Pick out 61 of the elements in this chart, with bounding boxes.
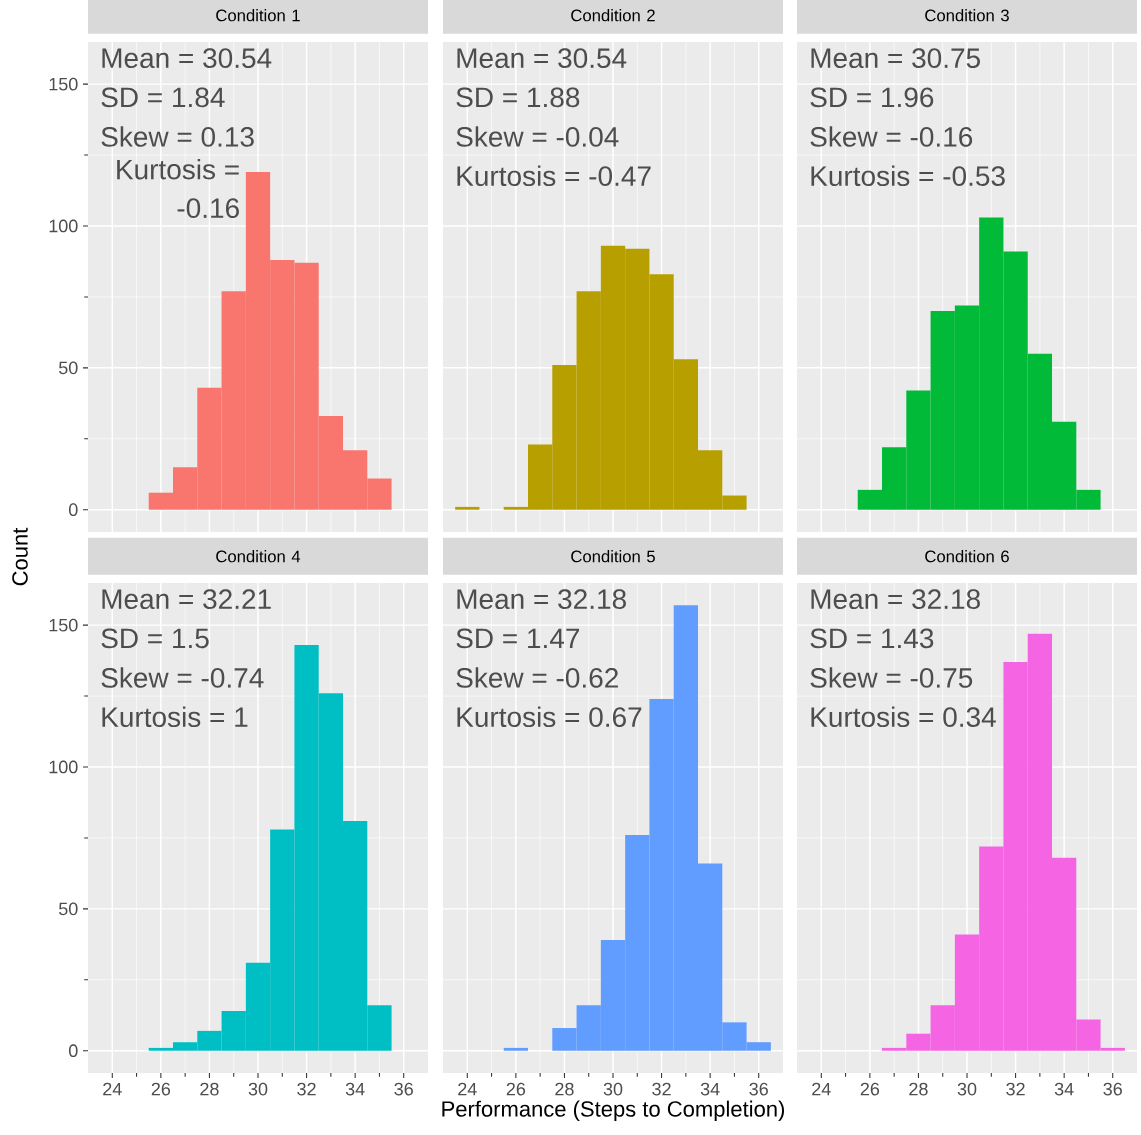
x-tick-label: 32 <box>652 1082 671 1096</box>
annotation: Mean = 32.18 <box>457 589 626 610</box>
annotation: Skew = -0.74 <box>101 667 264 688</box>
annotation: SD = 1.43 <box>810 628 934 649</box>
annotation: Mean = 30.54 <box>102 48 272 69</box>
x-tick-label: 30 <box>603 1082 623 1096</box>
y-tick-label: 0 <box>68 1044 78 1058</box>
y-tick-label: 150 <box>49 77 78 91</box>
x-tick-label: 24 <box>812 1082 831 1096</box>
annotation: Mean = 32.21 <box>102 589 271 610</box>
annotation: Skew = -0.62 <box>456 667 618 688</box>
x-tick-label: 28 <box>909 1082 928 1096</box>
x-tick-label: 32 <box>1006 1082 1025 1096</box>
x-tick-label: 26 <box>151 1082 171 1096</box>
chart-title: Condition 1 <box>216 9 300 22</box>
x-axis-title: Performance (Steps to Completion) <box>442 1100 784 1122</box>
y-tick-label: 50 <box>58 361 78 375</box>
x-tick-label: 28 <box>555 1082 574 1096</box>
chart-title: Condition 2 <box>571 9 655 22</box>
annotation: Kurtosis = 1 <box>102 706 248 728</box>
annotation: Mean = 30.54 <box>457 48 627 69</box>
x-tick-label: 34 <box>345 1082 365 1096</box>
annotation: Skew = -0.75 <box>810 667 973 688</box>
annotation: Kurtosis = 0.67 <box>457 706 642 728</box>
chart-title: Condition 4 <box>216 550 301 563</box>
annotation: Kurtosis = -0.53 <box>811 165 1005 187</box>
annotation: Skew = 0.13 <box>101 126 254 147</box>
x-tick-label: 36 <box>1103 1082 1122 1096</box>
x-tick-label: 26 <box>860 1082 880 1096</box>
x-tick-label: 32 <box>297 1082 316 1096</box>
x-tick-label: 34 <box>700 1082 720 1096</box>
chart-title: Condition 3 <box>925 9 1009 22</box>
x-tick-label: 30 <box>957 1082 977 1096</box>
annotation: Skew = -0.16 <box>810 126 973 147</box>
chart-title: Condition 6 <box>925 550 1009 563</box>
x-tick-label: 28 <box>200 1082 219 1096</box>
x-tick-label: 36 <box>394 1082 413 1096</box>
annotation: Mean = 30.75 <box>811 48 980 69</box>
x-tick-label: 26 <box>506 1082 526 1096</box>
y-tick-label: 150 <box>49 618 78 632</box>
x-tick-label: 30 <box>248 1082 268 1096</box>
x-tick-label: 24 <box>458 1082 477 1096</box>
annotation: SD = 1.88 <box>456 87 580 108</box>
y-tick-label: 0 <box>68 503 78 517</box>
annotation: Kurtosis = -0.47 <box>457 165 651 187</box>
annotation: SD = 1.5 <box>101 628 209 649</box>
y-tick-label: 100 <box>49 760 78 774</box>
x-tick-label: 24 <box>103 1082 122 1096</box>
annotation: SD = 1.84 <box>101 87 225 108</box>
x-tick-label: 34 <box>1054 1082 1074 1096</box>
annotation: Skew = -0.04 <box>456 126 619 147</box>
y-tick-label: 100 <box>49 219 78 233</box>
annotation: SD = 1.47 <box>456 628 580 649</box>
x-tick-label: 36 <box>749 1082 768 1096</box>
annotation: SD = 1.96 <box>810 87 934 108</box>
annotation: Kurtosis = 0.34 <box>811 706 996 728</box>
annotation: Kurtosis = -0.16 <box>117 158 239 219</box>
chart-title: Condition 5 <box>571 550 655 563</box>
y-tick-label: 50 <box>58 902 78 916</box>
y-axis-title: Count <box>12 527 28 586</box>
annotation: Mean = 32.18 <box>811 589 980 610</box>
